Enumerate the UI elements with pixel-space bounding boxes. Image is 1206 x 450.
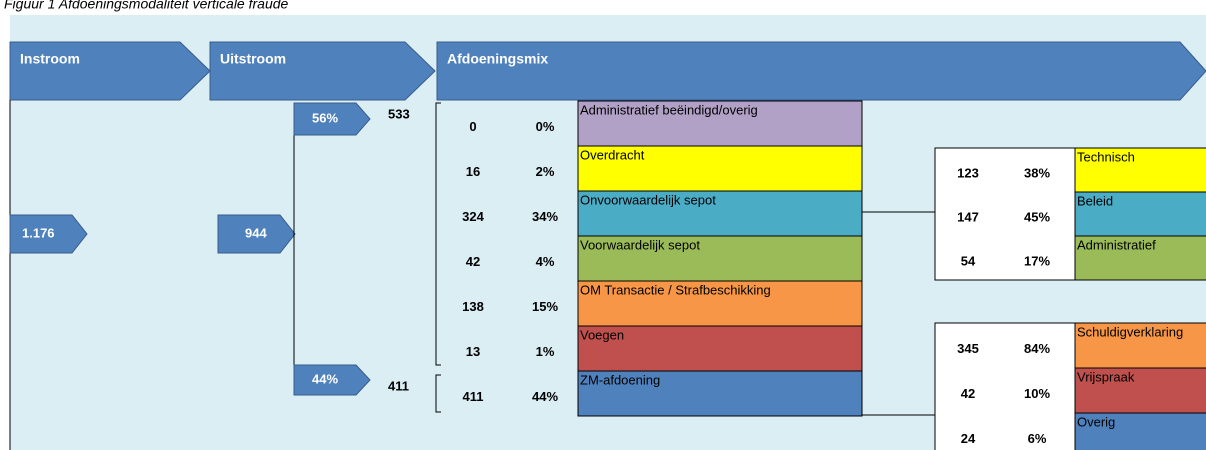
percentage: 45%	[1024, 209, 1050, 224]
branch-pct: 56%	[312, 110, 338, 125]
percentage: 4%	[536, 254, 555, 269]
category-box	[577, 325, 863, 372]
header-label: Afdoeningsmix	[447, 51, 548, 67]
count: 16	[466, 164, 480, 179]
percentage: 15%	[532, 299, 558, 314]
inflow-value: 1.176	[22, 225, 55, 240]
count: 54	[961, 253, 976, 268]
count: 123	[957, 165, 979, 180]
percentage: 2%	[536, 164, 555, 179]
outflow-value: 944	[245, 225, 267, 240]
category-label: Voegen	[580, 327, 624, 342]
count: 42	[466, 254, 480, 269]
inflow-arrow	[9, 214, 88, 254]
outflow-arrow	[217, 214, 296, 254]
percentage: 6%	[1028, 431, 1047, 446]
branch-arrow	[293, 102, 371, 136]
count: 42	[961, 386, 975, 401]
count: 24	[961, 431, 976, 446]
count: 13	[466, 344, 480, 359]
percentage: 0%	[536, 119, 555, 134]
count: 411	[463, 389, 484, 404]
percentage: 84%	[1024, 341, 1050, 356]
percentage: 17%	[1024, 253, 1050, 268]
category-box	[577, 235, 863, 282]
category-box	[1074, 412, 1206, 450]
category-label: Onvoorwaardelijk sepot	[580, 192, 716, 207]
bracket	[435, 374, 441, 413]
percentage: 10%	[1024, 386, 1050, 401]
header-arrow	[9, 41, 211, 101]
category-box	[577, 100, 863, 147]
category-label: Administratief beëindigd/overig	[580, 102, 758, 117]
category-box	[1074, 367, 1206, 414]
header-label: Uitstroom	[220, 51, 286, 67]
category-box	[577, 370, 863, 417]
category-label: Schuldigverklaring	[1077, 324, 1183, 339]
category-label: Overdracht	[580, 147, 645, 162]
count: 138	[462, 299, 484, 314]
header-arrow	[436, 41, 1206, 101]
category-box	[577, 280, 863, 327]
percentage: 1%	[536, 344, 555, 359]
category-label: Voorwaardelijk sepot	[580, 237, 700, 252]
category-box	[1074, 191, 1206, 237]
percentage: 38%	[1024, 165, 1050, 180]
category-label: Administratief	[1077, 237, 1156, 252]
category-box	[577, 190, 863, 237]
count: 0	[469, 119, 476, 134]
category-box	[1074, 235, 1206, 281]
count: 345	[957, 341, 979, 356]
branch-pct: 44%	[312, 371, 338, 386]
category-box	[1074, 147, 1206, 193]
count: 324	[462, 209, 484, 224]
header-label: Instroom	[20, 51, 80, 67]
bracket	[435, 102, 441, 366]
branch-count: 411	[388, 378, 409, 393]
category-label: Beleid	[1077, 193, 1113, 208]
category-label: OM Transactie / Strafbeschikking	[580, 282, 771, 297]
category-box	[1074, 322, 1206, 369]
category-label: Vrijspraak	[1077, 369, 1135, 384]
count: 147	[957, 209, 979, 224]
category-label: ZM-afdoening	[580, 372, 660, 387]
branch-arrow	[293, 364, 371, 396]
category-label: Overig	[1077, 414, 1115, 429]
category-label: Technisch	[1077, 149, 1135, 164]
category-box	[577, 145, 863, 192]
header-arrow	[209, 41, 436, 101]
percentage: 34%	[532, 209, 558, 224]
percentage: 44%	[532, 389, 558, 404]
caption: Figuur 1 Afdoeningsmodaliteit verticale …	[4, 0, 289, 12]
branch-count: 533	[388, 106, 410, 121]
